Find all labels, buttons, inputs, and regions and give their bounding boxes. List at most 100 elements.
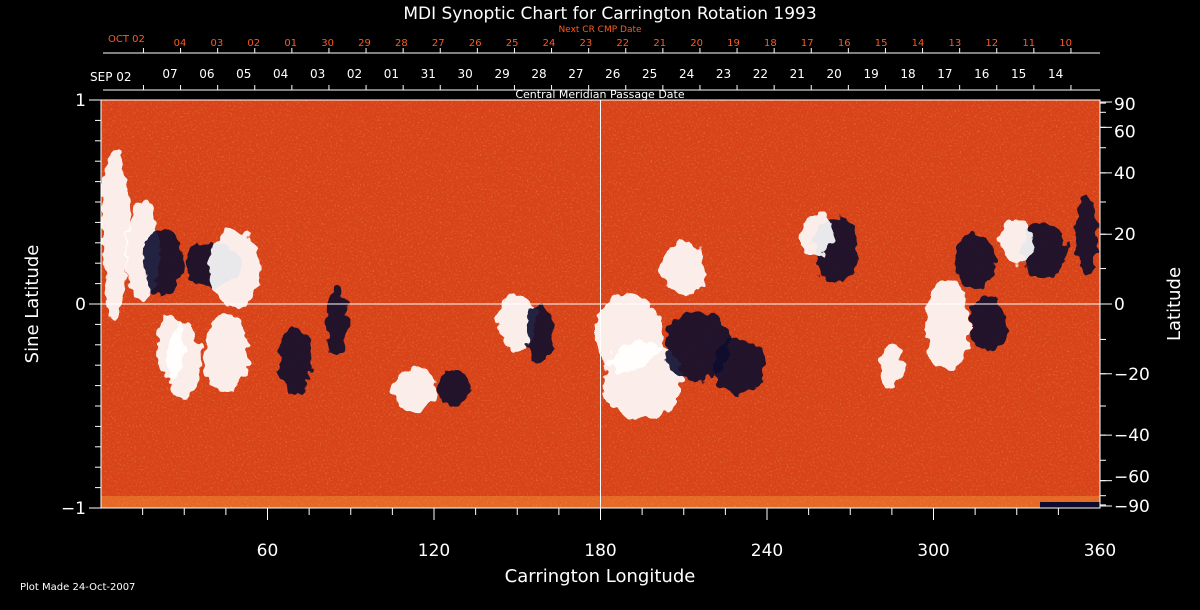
- next-cmp-tick-label: 10: [1059, 38, 1072, 49]
- negative-region: [278, 326, 312, 394]
- cmp-tick-label: 18: [900, 67, 915, 81]
- y-axis-label-right: Latitude: [1164, 267, 1185, 341]
- negative-region: [325, 288, 348, 356]
- cmp-tick-label: 07: [162, 67, 177, 81]
- next-cmp-tick-label: 01: [284, 38, 297, 49]
- next-cmp-tick-label: 28: [395, 38, 408, 49]
- positive-region: [603, 341, 681, 420]
- next-cmp-tick-label: 02: [247, 38, 260, 49]
- next-cmp-tick-label: 03: [211, 38, 224, 49]
- positive-region: [167, 321, 201, 400]
- positive-region: [101, 150, 129, 319]
- y-right-tick-label: 0: [1114, 295, 1125, 315]
- y-left-tick-label: 1: [75, 91, 86, 111]
- next-cmp-tick-label: 25: [506, 38, 519, 49]
- cmp-tick-label: 06: [199, 67, 214, 81]
- cmp-start-label: SEP 02: [90, 70, 132, 84]
- cmp-tick-label: 05: [236, 67, 251, 81]
- cmp-tick-label: 17: [937, 67, 952, 81]
- negative-region: [664, 312, 731, 381]
- next-cmp-tick-label: 17: [801, 38, 814, 49]
- next-cmp-tick-label: 23: [580, 38, 593, 49]
- y-right-tick-label: −90: [1114, 497, 1150, 517]
- cmp-tick-label: 31: [421, 67, 436, 81]
- negative-region: [1022, 223, 1067, 280]
- negative-region: [1075, 195, 1098, 274]
- cmp-tick-label: 15: [1011, 67, 1026, 81]
- negative-region: [525, 304, 554, 361]
- cmp-tick-label: 14: [1048, 67, 1063, 81]
- cmp-tick-label: 19: [863, 67, 878, 81]
- y-right-tick-label: −40: [1114, 426, 1150, 446]
- next-cmp-tick-label: 20: [690, 38, 703, 49]
- positive-region: [209, 229, 260, 308]
- next-cmp-tick-label: 22: [616, 38, 629, 49]
- cmp-tick-label: 20: [827, 67, 842, 81]
- x-tick-label: 300: [917, 541, 949, 561]
- chart-title: MDI Synoptic Chart for Carrington Rotati…: [403, 4, 816, 24]
- next-cmp-tick-label: 14: [912, 38, 925, 49]
- negative-region: [969, 297, 1009, 354]
- x-tick-label: 60: [257, 541, 279, 561]
- x-tick-label: 120: [418, 541, 450, 561]
- x-tick-label: 360: [1084, 541, 1116, 561]
- cmp-tick-label: 03: [310, 67, 325, 81]
- y-right-tick-label: 90: [1114, 95, 1136, 115]
- y-right-tick-label: −60: [1114, 468, 1150, 488]
- next-cmp-tick-label: 15: [875, 38, 888, 49]
- negative-region: [436, 370, 471, 404]
- positive-region: [203, 314, 249, 393]
- cmp-tick-label: 27: [568, 67, 583, 81]
- positive-region: [925, 280, 970, 371]
- positive-region: [880, 344, 903, 390]
- next-cmp-tick-label: 30: [321, 38, 334, 49]
- next-cmp-tick-label: 04: [174, 38, 187, 49]
- cmp-tick-label: 22: [753, 67, 768, 81]
- next-cmp-tick-label: 24: [543, 38, 556, 49]
- next-cmp-tick-label: 13: [949, 38, 962, 49]
- y-right-tick-label: 40: [1114, 164, 1136, 184]
- negative-region: [142, 227, 182, 296]
- next-cmp-axis-label: Next CR CMP Date: [558, 25, 642, 35]
- y-left-tick-label: −1: [61, 499, 86, 519]
- cmp-tick-label: 04: [273, 67, 288, 81]
- positive-region: [1000, 218, 1034, 264]
- cmp-tick-label: 16: [974, 67, 989, 81]
- cmp-tick-label: 24: [679, 67, 694, 81]
- next-cmp-start-label: OCT 02: [108, 34, 145, 45]
- cmp-tick-label: 30: [458, 67, 473, 81]
- next-cmp-tick-label: 26: [469, 38, 482, 49]
- negative-region: [714, 339, 765, 396]
- cmp-tick-label: 28: [531, 67, 546, 81]
- axes: 60 120 180 240 300 36010−1906040200−20−40−60−…: [61, 38, 1150, 561]
- next-cmp-tick-label: 12: [985, 38, 998, 49]
- y-right-tick-label: 60: [1114, 122, 1136, 142]
- next-cmp-tick-label: 21: [653, 38, 666, 49]
- positive-region: [392, 367, 437, 413]
- next-cmp-tick-label: 19: [727, 38, 740, 49]
- x-tick-label: 240: [751, 541, 783, 561]
- y-right-tick-label: 20: [1114, 225, 1136, 245]
- cmp-tick-label: 02: [347, 67, 362, 81]
- negative-region: [955, 233, 995, 290]
- y-left-tick-label: 0: [75, 295, 86, 315]
- cmp-axis-label: Central Meridian Passage Date: [515, 88, 684, 101]
- next-cmp-tick-label: 29: [358, 38, 371, 49]
- cmp-tick-label: 29: [494, 67, 509, 81]
- plot-made-note: Plot Made 24-Oct-2007: [20, 582, 135, 593]
- y-right-tick-label: −20: [1114, 365, 1150, 385]
- positive-region: [661, 240, 706, 297]
- x-axis-label: Carrington Longitude: [505, 566, 696, 587]
- crosshair-lines: [101, 100, 1100, 508]
- cmp-tick-label: 01: [384, 67, 399, 81]
- cmp-tick-label: 21: [790, 67, 805, 81]
- cmp-tick-label: 23: [716, 67, 731, 81]
- x-tick-label: 180: [584, 541, 616, 561]
- positive-region: [800, 211, 834, 257]
- next-cmp-tick-label: 27: [432, 38, 445, 49]
- y-axis-label-left: Sine Latitude: [22, 245, 43, 364]
- next-cmp-tick-label: 11: [1022, 38, 1035, 49]
- next-cmp-tick-label: 18: [764, 38, 777, 49]
- next-cmp-tick-label: 16: [838, 38, 851, 49]
